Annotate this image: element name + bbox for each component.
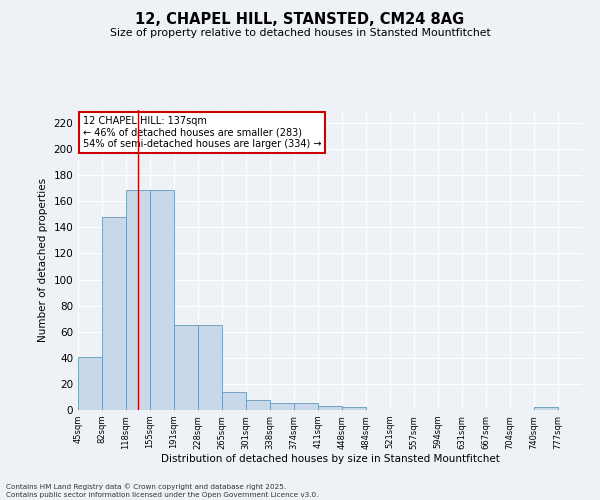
Y-axis label: Number of detached properties: Number of detached properties <box>38 178 48 342</box>
Bar <box>198 325 222 410</box>
Text: 12 CHAPEL HILL: 137sqm
← 46% of detached houses are smaller (283)
54% of semi-de: 12 CHAPEL HILL: 137sqm ← 46% of detached… <box>83 116 322 149</box>
X-axis label: Distribution of detached houses by size in Stansted Mountfitchet: Distribution of detached houses by size … <box>161 454 499 464</box>
Text: Contains HM Land Registry data © Crown copyright and database right 2025.
Contai: Contains HM Land Registry data © Crown c… <box>6 484 319 498</box>
Bar <box>150 190 173 410</box>
Bar <box>270 404 293 410</box>
Bar <box>342 408 366 410</box>
Text: 12, CHAPEL HILL, STANSTED, CM24 8AG: 12, CHAPEL HILL, STANSTED, CM24 8AG <box>136 12 464 28</box>
Bar <box>293 404 318 410</box>
Bar <box>533 408 558 410</box>
Bar <box>246 400 270 410</box>
Bar <box>222 392 246 410</box>
Bar <box>126 190 150 410</box>
Bar <box>318 406 342 410</box>
Bar <box>102 217 126 410</box>
Bar <box>78 356 102 410</box>
Text: Size of property relative to detached houses in Stansted Mountfitchet: Size of property relative to detached ho… <box>110 28 490 38</box>
Bar <box>173 325 198 410</box>
